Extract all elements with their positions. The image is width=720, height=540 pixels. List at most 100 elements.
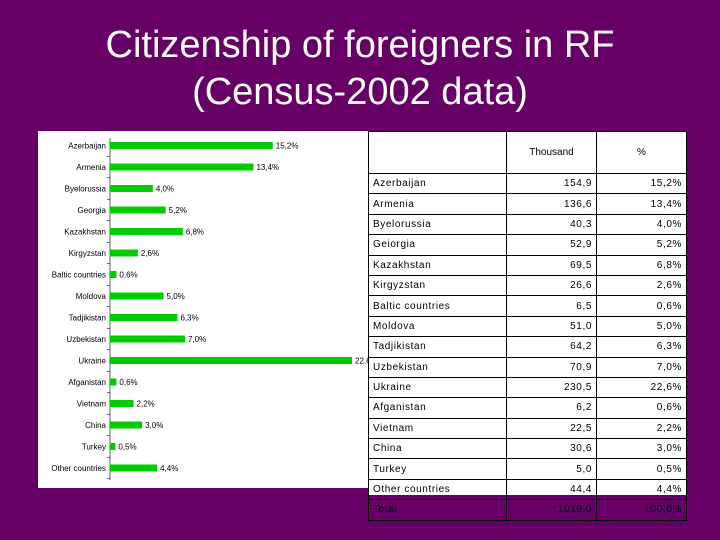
table-cell-percent: 13,4% (596, 193, 687, 215)
data-label: 7,0% (188, 335, 206, 344)
table-cell-percent: 5,0% (596, 315, 687, 338)
table-row: Total 1019,0 100,0% (368, 499, 687, 521)
data-label: 6,8% (186, 228, 204, 237)
table-row: Kirgyzstan 26,6 2,6% (368, 274, 687, 297)
bar (110, 400, 134, 407)
category-label: Kirgyzstan (69, 249, 106, 258)
bar (110, 314, 178, 321)
table-row: Uzbekistan 70,9 7,0% (368, 356, 687, 378)
table-cell-country: Azerbaijan (368, 172, 507, 195)
table-row: China 30,6 3,0% (368, 438, 687, 460)
table-cell-thousand: 40,3 (506, 213, 597, 236)
bar (110, 228, 183, 235)
table-cell-percent: 0,5% (596, 458, 687, 480)
table-cell-country: Ukraine (368, 376, 507, 399)
table-cell-thousand: 136,6 (506, 193, 597, 215)
table-cell-percent: 22,6% (596, 376, 687, 399)
table-cell-percent: 0,6% (596, 397, 687, 419)
category-label: Moldova (76, 292, 107, 301)
table-cell-thousand: 64,2 (506, 336, 597, 358)
table-row: Afganistan 6,2 0,6% (368, 397, 687, 419)
table-cell-percent: 15,2% (596, 172, 687, 195)
table-cell-percent: 2,6% (596, 274, 687, 297)
bar (110, 185, 153, 192)
table-cell-country: Kirgyzstan (368, 274, 507, 297)
table-cell-thousand: 1019,0 (506, 499, 597, 521)
bar (110, 335, 185, 343)
table-row: Tadjikistan 64,2 6,3% (368, 336, 687, 358)
bar (110, 292, 164, 300)
table-row: Ukraine 230,5 22,6% (368, 376, 687, 399)
table-row: Baltic countries 6,5 0,6% (368, 295, 687, 317)
category-label: Georgia (78, 206, 107, 215)
table-cell-thousand: 154,9 (506, 172, 597, 195)
table-row: Geiorgia 52,9 5,2% (368, 234, 687, 256)
table-cell-thousand: 26,6 (506, 274, 597, 297)
table-cell-percent: 100,0% (596, 499, 687, 521)
table-cell-percent: 7,0% (596, 356, 687, 378)
table-row: Moldova 51,0 5,0% (368, 315, 687, 338)
table-cell-percent: 0,6% (596, 295, 687, 317)
table-cell-country: Other countries (368, 478, 507, 501)
slide-title-line2: (Census-2002 data) (192, 71, 528, 113)
table-cell-thousand: 30,6 (506, 438, 597, 460)
table-cell-country: Kazakhstan (368, 254, 507, 276)
table-cell-thousand: 51,0 (506, 315, 597, 338)
table-cell-country: Moldova (368, 315, 507, 338)
table-cell-country: Vietnam (368, 417, 507, 440)
slide-number: 37 (660, 498, 674, 512)
category-label: Vietnam (77, 400, 107, 409)
table-cell-percent: 4,0% (596, 213, 687, 236)
table-row: Turkey 5,0 0,5% (368, 458, 687, 480)
table-header-thousand: Thousand (506, 131, 597, 174)
table-row: Byelorussia 40,3 4,0% (368, 213, 687, 236)
table-cell-thousand: 22,5 (506, 417, 597, 440)
table-cell-country: Baltic countries (368, 295, 507, 317)
data-label: 0,6% (119, 271, 137, 280)
bar (110, 443, 116, 450)
bar (110, 249, 138, 257)
category-label: Byelorussia (65, 185, 107, 194)
table-cell-country: Uzbekistan (368, 356, 507, 378)
data-label: 2,6% (141, 249, 159, 258)
table-cell-percent: 6,8% (596, 254, 687, 276)
table-cell-country: Afganistan (368, 397, 507, 419)
bar (110, 464, 158, 472)
bar (110, 357, 352, 364)
category-label: Afganistan (68, 378, 106, 387)
table-cell-percent: 4,4% (596, 478, 687, 501)
data-label: 0,5% (118, 443, 136, 452)
table-cell-percent: 3,0% (596, 438, 687, 460)
table-row: Vietnam 22,5 2,2% (368, 417, 687, 440)
table-cell-country: Armenia (368, 193, 507, 215)
data-label: 13,4% (256, 163, 279, 172)
category-label: Baltic countries (52, 271, 106, 280)
category-label: Armenia (76, 163, 106, 172)
table-header-country (368, 131, 507, 174)
category-label: Uzbekistan (66, 335, 106, 344)
table-header-percent: % (596, 131, 687, 174)
table-row: Azerbaijan 154,9 15,2% (368, 172, 687, 195)
data-label: 5,0% (167, 292, 185, 301)
table-cell-country: Geiorgia (368, 234, 507, 256)
data-label: 4,4% (160, 464, 178, 473)
table-cell-country: Total (368, 499, 507, 521)
slide-title: Citizenship of foreigners in RF (Census-… (0, 22, 720, 116)
slide-title-line1: Citizenship of foreigners in RF (105, 24, 615, 66)
table-cell-thousand: 5,0 (506, 458, 597, 480)
table-cell-country: Byelorussia (368, 213, 507, 236)
bar (110, 142, 273, 149)
bar (110, 421, 143, 429)
data-table: Thousand % Azerbaijan 154,9 15,2% Armenia 13… (368, 131, 687, 521)
data-label: 6,3% (180, 314, 198, 323)
bar (110, 378, 117, 386)
bar-chart-panel: Azerbaijan 15,2% Armenia 13,4% Byelorussia 4,… (38, 131, 368, 488)
category-label: Ukraine (78, 357, 106, 366)
category-label: Azerbaijan (68, 142, 106, 151)
table-cell-thousand: 6,5 (506, 295, 597, 317)
table-row: Other countries 44,4 4,4% (368, 478, 687, 501)
category-label: Kazakhstan (64, 228, 106, 237)
data-label: 5,2% (169, 206, 187, 215)
bar (110, 206, 166, 214)
table-header-row: Thousand % (368, 131, 687, 174)
